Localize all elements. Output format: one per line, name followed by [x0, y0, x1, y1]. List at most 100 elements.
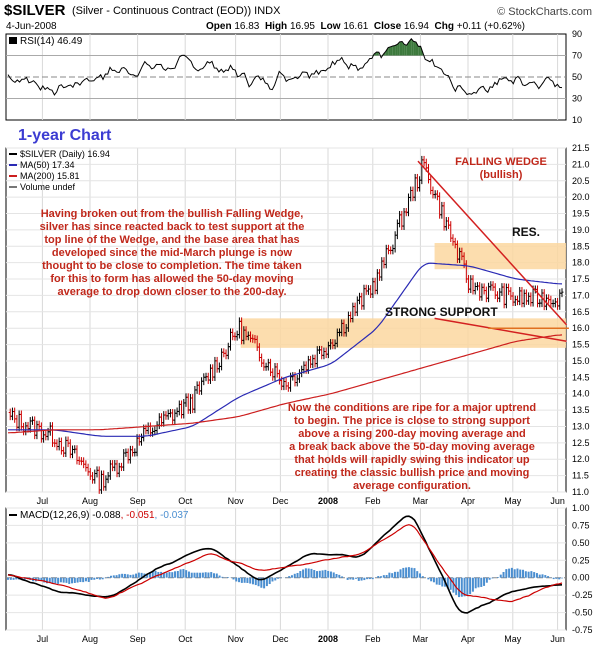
price-tick-label: 18.5	[572, 241, 590, 251]
annotation-left-line: thought to be close to completion. The t…	[42, 260, 302, 272]
annotation-wedge-line-1: FALLING WEDGE	[455, 156, 547, 168]
price-legend-label: $SILVER (Daily) 16.94	[20, 149, 110, 159]
macd-tick-label: 0.25	[572, 555, 590, 565]
wedge-upper-line	[417, 160, 568, 326]
close-label: Close	[373, 21, 402, 32]
price-tick-label: 12.0	[572, 454, 590, 464]
price-tick-label: 16.0	[572, 323, 590, 333]
legends: RSI(14) 46.49 $SILVER (Daily) 16.94MA(50)…	[9, 36, 189, 521]
x-tick-label: Mar	[413, 634, 429, 644]
annotation-left-line: developed since the mid-March plunge is …	[51, 247, 293, 259]
annotation-bottom-line: a break back above the 50-day moving ave…	[289, 441, 535, 453]
x-tick-label: Mar	[413, 496, 429, 506]
x-tick-label: Jul	[37, 634, 49, 644]
x-tick-label: Oct	[178, 634, 193, 644]
x-tick-label: Nov	[228, 634, 245, 644]
x-tick-label: May	[504, 496, 522, 506]
price-tick-label: 19.5	[572, 209, 590, 219]
rsi-overbought-fill	[376, 52, 379, 56]
macd-legend-label: MACD(12,26,9)	[20, 510, 92, 521]
macd-signal-line	[7, 524, 563, 603]
annotation-wedge-line-2: (bullish)	[479, 169, 523, 181]
price-tick-label: 19.0	[572, 225, 590, 235]
rsi-overbought-fill	[411, 38, 414, 56]
x-tick-label: Jul	[37, 496, 49, 506]
x-tick-label: Aug	[82, 496, 98, 506]
price-tick-label: 13.5	[572, 405, 590, 415]
chart-symbol: $SILVER	[4, 2, 66, 19]
annotation-resistance: RES.	[512, 225, 541, 239]
macd-signal-legend-value: , -0.051	[121, 510, 155, 521]
x-tick-label: Oct	[178, 496, 193, 506]
rsi-overbought-fill	[395, 44, 398, 56]
annotation-bottom-line: creating the classic bullish price and m…	[294, 467, 530, 479]
chg-value: +0.11 (+0.62%)	[456, 21, 525, 32]
brand-label: © StockCharts.com	[497, 6, 592, 18]
x-tick-label: May	[504, 634, 522, 644]
price-tick-label: 15.0	[572, 356, 590, 366]
price-tick-label: 12.5	[572, 438, 590, 448]
rsi-overbought-fill	[390, 45, 393, 56]
annotation-bottom-line: that holds will rapidly swing this indic…	[294, 454, 530, 466]
macd-legend-value: -0.088	[92, 510, 121, 521]
macd-tick-label: 1.00	[572, 503, 590, 513]
x-tick-label: Dec	[272, 634, 289, 644]
price-tick-label: 14.5	[572, 372, 590, 382]
rsi-overbought-fill	[402, 41, 405, 56]
price-tick-label: 17.0	[572, 290, 590, 300]
x-tick-label: Nov	[228, 496, 245, 506]
rsi-tick-label: 70	[572, 51, 582, 61]
annotation-left-line: Having broken out from the bullish Falli…	[40, 208, 304, 220]
macd-tick-label: -0.75	[572, 625, 593, 635]
price-tick-label: 18.0	[572, 258, 590, 268]
rsi-line	[7, 38, 563, 96]
annotation-bottom-line: to begin. The price is close to strong s…	[294, 415, 530, 427]
low-label: Low	[320, 21, 341, 32]
annotation-bottom-text: Now the conditions are ripe for a major …	[262, 402, 562, 493]
annotation-bottom-line: above a rising 200-day moving average an…	[298, 428, 526, 440]
chg-label: Chg	[434, 21, 454, 32]
rsi-overbought-fill	[409, 38, 412, 56]
annotation-bottom-line: Now the conditions are ripe for a major …	[287, 402, 537, 414]
price-tick-label: 20.5	[572, 176, 590, 186]
rsi-legend-swatch	[9, 37, 17, 44]
x-tick-label: Sep	[130, 496, 146, 506]
low-value: 16.61	[343, 21, 369, 32]
rsi-legend-label: RSI(14) 46.49	[20, 36, 83, 47]
macd-tick-label: 0.75	[572, 520, 590, 530]
rsi-tick-label: 10	[572, 115, 582, 125]
rsi-overbought-fill	[392, 45, 396, 56]
chart-description: (Silver - Continuous Contract (EOD)) IND…	[72, 5, 281, 17]
close-value: 16.94	[403, 21, 429, 32]
x-tick-label: Aug	[82, 634, 98, 644]
annotation-bottom-line: average configuration.	[353, 480, 471, 492]
macd-tick-label: 0.00	[572, 573, 590, 583]
annotation-left-line: silver has since reacted back to test su…	[39, 221, 305, 233]
price-tick-label: 15.5	[572, 340, 590, 350]
rsi-overbought-fill	[413, 41, 416, 56]
x-tick-label: Sep	[130, 634, 146, 644]
price-tick-label: 17.5	[572, 274, 590, 284]
macd-legend: MACD(12,26,9) -0.088, -0.051, -0.037	[20, 510, 189, 521]
macd-tick-label: -0.25	[572, 590, 593, 600]
volume-legend-label: Volume undef	[20, 182, 76, 192]
annotation-left-line: for this to form has allowed the 50-day …	[50, 273, 294, 285]
axis-labels: Jul Aug Sep Oct Nov Dec 2008 Feb Mar Apr May Jun Jul…	[37, 29, 593, 644]
quote-bar: Open 16.83 High 16.95 Low 16.61 Close 16…	[206, 21, 525, 32]
chart-title: 1-year Chart	[18, 127, 112, 144]
ma50-line	[8, 262, 563, 437]
rsi-overbought-fill	[418, 46, 421, 56]
open-label: Open	[206, 21, 232, 32]
macd-tick-label: -0.50	[572, 608, 593, 618]
price-tick-label: 16.5	[572, 307, 590, 317]
price-tick-label: 11.0	[572, 487, 589, 497]
x-tick-label: 2008	[318, 634, 338, 644]
chart-date: 4-Jun-2008	[6, 21, 57, 32]
price-tick-label: 14.0	[572, 389, 590, 399]
high-value: 16.95	[289, 21, 315, 32]
x-tick-label: Apr	[461, 496, 475, 506]
ma200-line	[7, 334, 563, 434]
price-tick-label: 21.5	[572, 143, 590, 153]
x-tick-label: Jun	[550, 634, 565, 644]
open-value: 16.83	[234, 21, 260, 32]
